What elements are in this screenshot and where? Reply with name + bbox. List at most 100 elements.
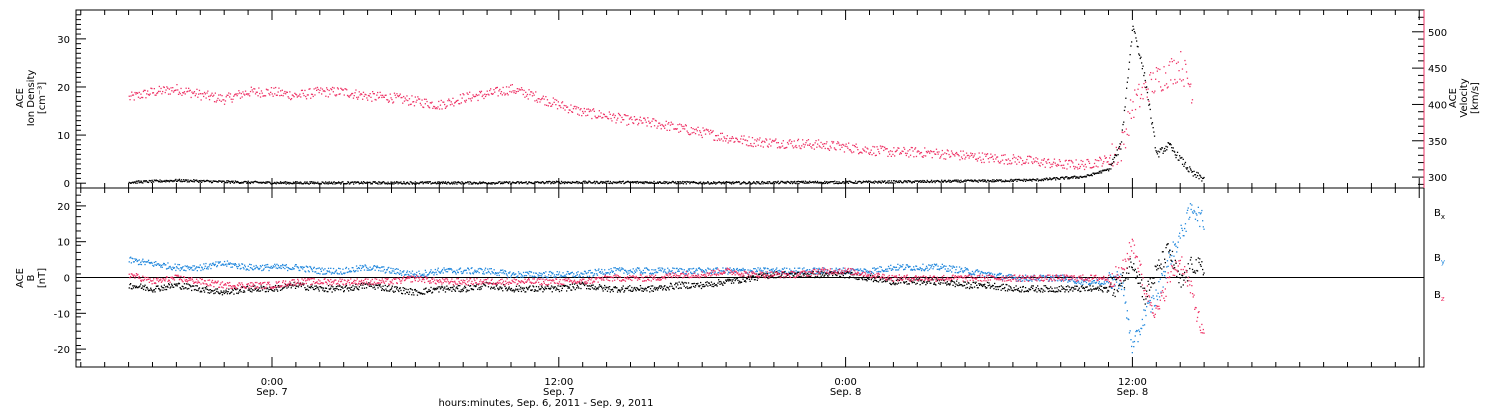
by-series-point xyxy=(1043,276,1045,278)
velocity-series-point xyxy=(1092,166,1094,168)
velocity-series-point xyxy=(1068,160,1070,162)
velocity-series-point xyxy=(361,93,363,96)
velocity-series-point xyxy=(841,146,843,148)
density-series-point xyxy=(839,182,841,184)
velocity-series-point xyxy=(707,129,709,131)
density-series-point xyxy=(270,183,272,185)
by-series-point xyxy=(616,268,619,270)
velocity-series-point xyxy=(295,93,297,95)
density-series-point xyxy=(710,182,713,184)
by-series-point xyxy=(959,270,961,273)
bx-series-point xyxy=(457,285,459,287)
density-series-point xyxy=(248,182,250,184)
bx-series-point xyxy=(578,282,581,284)
bx-series-point xyxy=(218,293,221,295)
bx-series-point xyxy=(463,287,465,289)
velocity-series-point xyxy=(548,102,550,104)
density-series-point xyxy=(719,182,721,184)
by-series-point xyxy=(1151,308,1154,310)
by-series-point xyxy=(619,270,621,272)
by-series-point xyxy=(228,262,230,264)
velocity-series-point xyxy=(1067,163,1069,165)
density-series-point xyxy=(1034,179,1036,181)
by-series-point xyxy=(187,267,189,269)
by-series-point xyxy=(660,270,662,272)
by-series-point xyxy=(624,269,627,271)
density-series-point xyxy=(243,181,245,183)
velocity-series-point xyxy=(622,119,624,121)
bx-series-point xyxy=(628,289,630,292)
by-series-point xyxy=(487,270,490,272)
density-series-point xyxy=(185,179,188,181)
bx-series-point xyxy=(389,289,391,291)
velocity-series-point xyxy=(953,154,955,156)
velocity-series-point xyxy=(1164,84,1166,87)
bx-series-point xyxy=(203,289,205,291)
velocity-series-point xyxy=(982,158,984,160)
velocity-series-point xyxy=(693,131,695,134)
density-series-point xyxy=(275,183,277,185)
density-series-point xyxy=(1000,179,1002,181)
velocity-series-point xyxy=(738,141,740,143)
by-series-point xyxy=(941,267,943,269)
velocity-series-point xyxy=(673,128,675,130)
density-series-point xyxy=(756,181,758,183)
by-series-point xyxy=(577,271,579,273)
density-series-point xyxy=(1199,175,1202,177)
density-series-point xyxy=(377,183,379,185)
density-series-point xyxy=(988,181,990,183)
density-series-point xyxy=(517,181,520,183)
density-series-point xyxy=(772,181,774,184)
density-series-point xyxy=(474,182,476,184)
velocity-series-point xyxy=(571,111,573,113)
velocity-series-point xyxy=(709,133,711,135)
by-series-point xyxy=(588,275,591,277)
bx-series-point xyxy=(493,286,495,288)
bx-series-point xyxy=(229,293,231,295)
by-series-point xyxy=(355,265,358,267)
velocity-series-point xyxy=(642,122,644,124)
by-series-point xyxy=(523,275,525,277)
density-series-point xyxy=(1150,117,1152,119)
velocity-series-point xyxy=(525,95,528,97)
velocity-series-point xyxy=(660,128,662,130)
by-series-point xyxy=(535,272,538,274)
velocity-series-point xyxy=(817,143,819,145)
velocity-series-point xyxy=(614,114,616,117)
velocity-series-point xyxy=(628,123,630,125)
density-series-point xyxy=(182,180,184,182)
by-series-point xyxy=(515,276,518,278)
by-series-point xyxy=(672,272,675,274)
by-series-point xyxy=(310,268,312,270)
by-series-point xyxy=(1193,209,1195,212)
density-series-point xyxy=(467,181,469,183)
bx-series-point xyxy=(411,294,413,296)
by-series-point xyxy=(333,272,335,275)
density-series-point xyxy=(781,180,783,183)
velocity-series-point xyxy=(1000,160,1002,163)
density-series-point xyxy=(979,179,981,181)
velocity-series-point xyxy=(873,152,875,154)
by-series-point xyxy=(921,268,923,270)
velocity-series-point xyxy=(201,93,203,95)
density-series-point xyxy=(954,179,956,181)
density-series-point xyxy=(325,181,327,183)
velocity-series-point xyxy=(391,98,393,101)
velocity-series-point xyxy=(343,94,345,96)
density-series-point xyxy=(1191,171,1194,173)
density-series-point xyxy=(1120,148,1122,150)
density-series-point xyxy=(421,181,423,184)
density-series-point xyxy=(264,182,267,184)
by-series-point xyxy=(148,262,150,264)
density-series-point xyxy=(436,181,439,183)
bx-series-point xyxy=(535,285,538,288)
by-series-point xyxy=(890,269,893,271)
by-series-point xyxy=(783,267,786,269)
velocity-series-point xyxy=(975,158,977,160)
velocity-series-point xyxy=(465,99,467,101)
bx-series-point xyxy=(223,292,226,295)
velocity-series-point xyxy=(991,155,994,157)
density-series-point xyxy=(135,180,138,182)
density-series-point xyxy=(784,181,786,183)
bx-series-point xyxy=(273,290,275,292)
